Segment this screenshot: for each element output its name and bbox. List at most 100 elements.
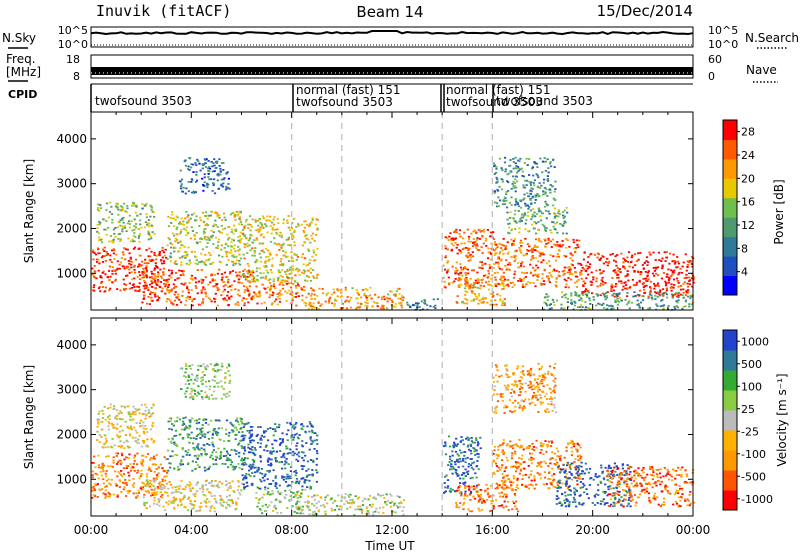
scatter-cell — [278, 249, 280, 251]
scatter-cell — [215, 247, 217, 249]
scatter-cell — [375, 498, 377, 500]
scatter-cell — [502, 203, 504, 205]
scatter-cell — [96, 431, 98, 433]
scatter-cell — [614, 286, 616, 288]
scatter-cell — [403, 499, 405, 501]
scatter-cell — [461, 275, 463, 277]
scatter-cell — [460, 436, 462, 438]
scatter-cell — [202, 419, 204, 421]
scatter-cell — [507, 264, 509, 266]
scatter-cell — [101, 421, 103, 423]
scatter-cell — [270, 241, 272, 243]
scatter-cell — [447, 464, 449, 466]
scatter-cell — [617, 304, 619, 306]
scatter-cell — [403, 514, 405, 516]
scatter-cell — [550, 241, 552, 243]
scatter-cell — [261, 468, 263, 470]
scatter-cell — [313, 496, 315, 498]
scatter-cell — [220, 451, 222, 453]
scatter-cell — [267, 272, 269, 274]
scatter-cell — [294, 453, 296, 455]
scatter-cell — [305, 303, 307, 305]
scatter-cell — [133, 229, 135, 231]
scatter-cell — [235, 230, 237, 232]
scatter-cell — [465, 273, 467, 275]
scatter-cell — [209, 298, 211, 300]
scatter-cell — [276, 512, 278, 514]
scatter-cell — [276, 426, 278, 428]
scatter-cell — [589, 300, 591, 302]
scatter-cell — [487, 257, 489, 259]
scatter-cell — [243, 484, 245, 486]
scatter-cell — [640, 302, 642, 304]
scatter-cell — [216, 162, 218, 164]
scatter-cell — [497, 197, 499, 199]
scatter-cell — [178, 277, 180, 279]
scatter-cell — [261, 473, 263, 475]
scatter-cell — [151, 273, 153, 275]
scatter-cell — [396, 505, 398, 507]
scatter-cell — [359, 509, 361, 511]
scatter-cell — [321, 303, 323, 305]
scatter-cell — [165, 249, 167, 251]
scatter-cell — [97, 224, 99, 226]
scatter-cell — [225, 251, 227, 253]
scatter-cell — [196, 259, 198, 261]
scatter-cell — [164, 509, 166, 511]
scatter-cell — [305, 442, 307, 444]
scatter-cell — [639, 281, 641, 283]
scatter-cell — [117, 227, 119, 229]
scatter-cell — [173, 499, 175, 501]
scatter-cell — [154, 233, 156, 235]
scatter-cell — [118, 437, 120, 439]
scatter-cell — [115, 483, 117, 485]
scatter-cell — [175, 297, 177, 299]
scatter-cell — [184, 160, 186, 162]
scatter-cell — [97, 419, 99, 421]
scatter-cell — [131, 230, 133, 232]
scatter-cell — [289, 489, 291, 491]
scatter-cell — [301, 224, 303, 226]
scatter-cell — [505, 168, 507, 170]
scatter-cell — [256, 279, 258, 281]
scatter-cell — [124, 259, 126, 261]
scatter-cell — [142, 208, 144, 210]
scatter-cell — [182, 245, 184, 247]
scatter-cell — [208, 173, 210, 175]
scatter-cell — [130, 264, 132, 266]
scatter-cell — [277, 491, 279, 493]
scatter-cell — [587, 268, 589, 270]
scatter-cell — [149, 284, 151, 286]
scatter-cell — [114, 427, 116, 429]
scatter-cell — [221, 162, 223, 164]
scatter-cell — [449, 232, 451, 234]
scatter-cell — [235, 508, 237, 510]
scatter-cell — [525, 223, 527, 225]
scatter-cell — [164, 255, 166, 257]
scatter-cell — [173, 442, 175, 444]
scatter-cell — [589, 263, 591, 265]
scatter-cell — [174, 300, 176, 302]
scatter-cell — [490, 253, 492, 255]
scatter-cell — [212, 225, 214, 227]
scatter-cell — [288, 227, 290, 229]
scatter-cell — [237, 213, 239, 215]
scatter-cell — [455, 238, 457, 240]
scatter-cell — [168, 428, 170, 430]
scatter-cell — [150, 297, 152, 299]
scatter-cell — [135, 441, 137, 443]
scatter-cell — [93, 290, 95, 292]
scatter-cell — [301, 428, 303, 430]
scatter-cell — [472, 242, 474, 244]
scatter-cell — [209, 281, 211, 283]
scatter-cell — [499, 298, 501, 300]
scatter-cell — [175, 291, 177, 293]
scatter-cell — [508, 251, 510, 253]
scatter-cell — [97, 423, 99, 425]
scatter-cell — [245, 473, 247, 475]
scatter-cell — [200, 430, 202, 432]
scatter-cell — [197, 263, 199, 265]
nsearch-tick-top: 10^5 — [708, 24, 738, 37]
scatter-cell — [569, 271, 571, 273]
scatter-cell — [231, 261, 233, 263]
